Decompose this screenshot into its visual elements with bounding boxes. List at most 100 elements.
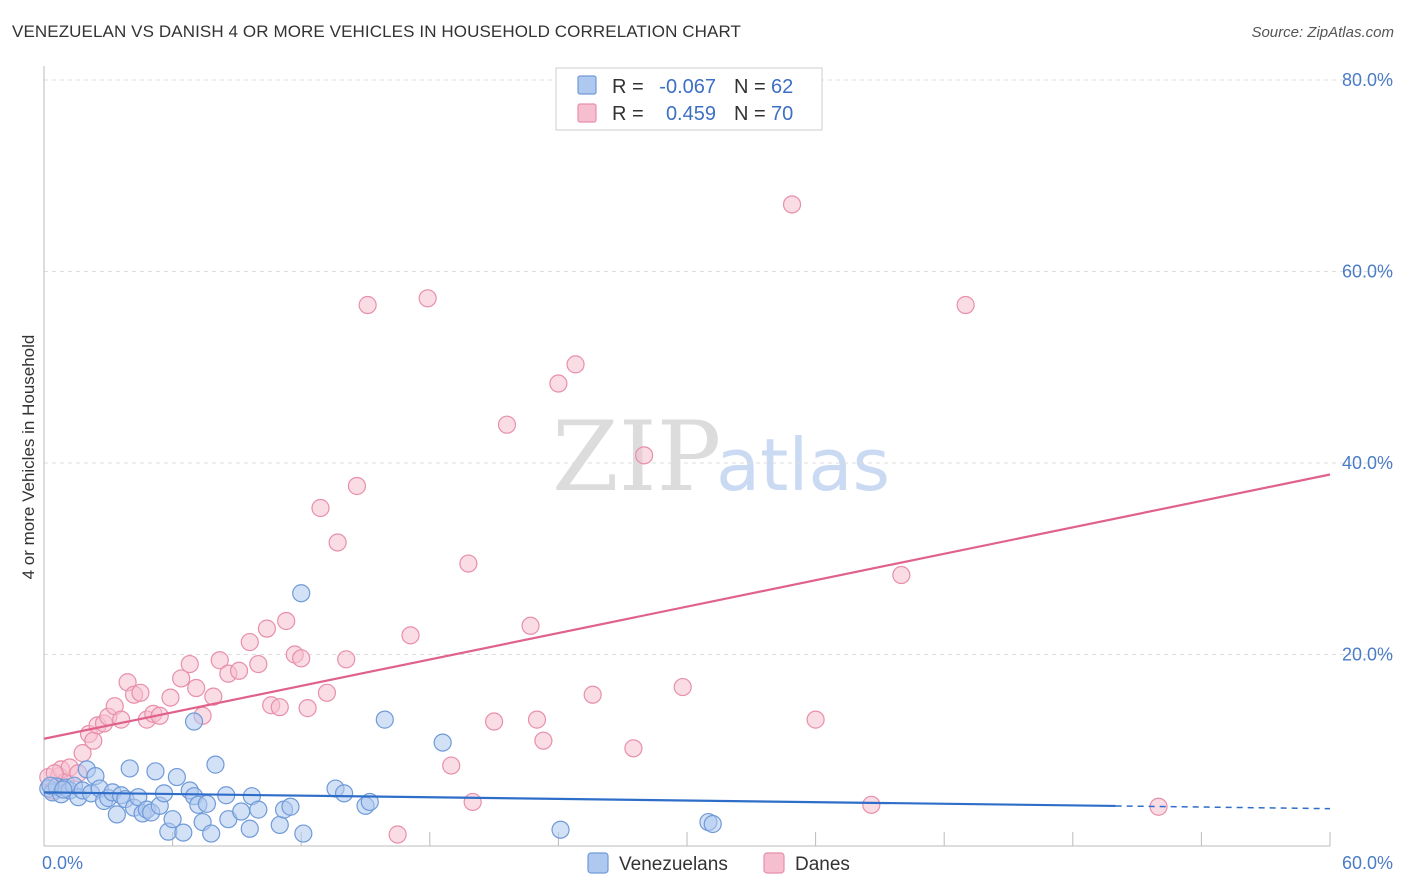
danish-point bbox=[292, 649, 311, 668]
y-tick-label: 60.0% bbox=[1342, 262, 1393, 282]
danish-point bbox=[161, 688, 180, 707]
gridlines bbox=[44, 79, 1392, 655]
x-tick-label: 0.0% bbox=[42, 853, 83, 873]
venezuelan-point bbox=[206, 755, 225, 774]
venezuelan-point bbox=[551, 820, 570, 839]
venezuelan-point bbox=[334, 784, 354, 803]
legend-n-value-venezuelans: 62 bbox=[771, 76, 793, 98]
danish-point bbox=[806, 710, 825, 729]
chart-title: VENEZUELAN VS DANISH 4 OR MORE VEHICLES … bbox=[12, 22, 742, 41]
danish-point bbox=[240, 632, 259, 652]
trend-line-venezuelans bbox=[43, 791, 1116, 808]
venezuelan-point bbox=[54, 780, 73, 799]
venezuelan-point bbox=[163, 810, 182, 829]
danish-point bbox=[956, 295, 975, 315]
legend-n-label-venezuelans: N = bbox=[734, 76, 766, 98]
watermark-atlas: atlas bbox=[716, 423, 890, 507]
y-axis-label: 4 or more Vehicles in Household bbox=[19, 335, 38, 580]
series-legend-label-venezuelans: Venezuelans bbox=[619, 854, 728, 875]
x-tick-label: 60.0% bbox=[1342, 853, 1393, 873]
danish-point bbox=[892, 565, 911, 585]
danish-point bbox=[347, 476, 367, 496]
venezuelan-point bbox=[281, 797, 300, 816]
danish-point bbox=[112, 710, 131, 729]
danes-points bbox=[39, 195, 1168, 844]
venezuelan-point bbox=[167, 767, 186, 787]
danish-point bbox=[401, 626, 420, 645]
series-legend-swatch-venezuelans bbox=[587, 852, 609, 874]
series-legend: Venezuelans Danes bbox=[587, 852, 850, 875]
danish-point bbox=[418, 289, 437, 308]
legend-r-label-venezuelans: R = bbox=[612, 76, 644, 98]
venezuelan-point bbox=[107, 805, 126, 824]
danish-point bbox=[549, 374, 568, 393]
legend-r-value-venezuelans: -0.067 bbox=[659, 76, 716, 98]
x-tick-labels: 0.0% 60.0% bbox=[42, 853, 1393, 873]
danish-point bbox=[229, 661, 249, 680]
venezuelan-point bbox=[360, 792, 379, 812]
danish-point bbox=[534, 731, 553, 750]
danish-point bbox=[298, 699, 317, 718]
correlation-legend: R = -0.067 N = 62 R = 0.459 N = 70 bbox=[555, 67, 823, 131]
danish-point bbox=[782, 195, 802, 214]
danish-point bbox=[673, 677, 692, 697]
danish-point bbox=[521, 616, 540, 635]
danish-point bbox=[358, 295, 377, 315]
legend-swatch-venezuelans bbox=[577, 75, 597, 95]
danish-point bbox=[210, 651, 229, 670]
danish-point bbox=[249, 654, 268, 674]
venezuelan-point bbox=[703, 814, 722, 834]
legend-n-label-danes: N = bbox=[734, 103, 766, 125]
danish-point bbox=[624, 739, 643, 758]
danish-point bbox=[131, 683, 150, 702]
danish-point bbox=[172, 669, 191, 688]
danish-point bbox=[317, 683, 337, 702]
venezuelan-point bbox=[174, 823, 193, 842]
danish-point bbox=[257, 619, 277, 638]
danish-point bbox=[442, 756, 461, 775]
venezuelan-point bbox=[240, 819, 259, 838]
series-legend-label-danes: Danes bbox=[795, 854, 850, 875]
danish-point bbox=[635, 446, 654, 465]
danish-point bbox=[84, 731, 103, 750]
trend-lines bbox=[43, 473, 1331, 810]
venezuelan-point bbox=[249, 800, 268, 819]
danish-point bbox=[337, 650, 356, 669]
venezuelan-point bbox=[294, 824, 313, 843]
venezuelan-point bbox=[146, 762, 165, 781]
series-legend-swatch-danes bbox=[763, 852, 785, 874]
venezuelan-point bbox=[375, 710, 394, 729]
danish-point bbox=[485, 712, 504, 731]
danish-point bbox=[328, 533, 347, 552]
danish-point bbox=[463, 792, 482, 812]
venezuelan-point bbox=[184, 712, 204, 731]
venezuelan-point bbox=[120, 759, 139, 778]
danish-point bbox=[204, 687, 223, 706]
danish-point bbox=[583, 685, 602, 704]
venezuelan-point bbox=[292, 584, 311, 603]
venezuelan-point bbox=[270, 815, 289, 835]
danish-point bbox=[497, 415, 517, 434]
legend-r-label-danes: R = bbox=[612, 103, 644, 125]
legend-r-value-danes: 0.459 bbox=[666, 103, 716, 125]
x-minor-ticks bbox=[43, 832, 1331, 846]
danish-point bbox=[527, 710, 547, 729]
danish-point bbox=[270, 698, 289, 717]
venezuelan-point bbox=[232, 802, 251, 821]
legend-n-value-danes: 70 bbox=[771, 103, 793, 125]
y-tick-labels: 20.0% 40.0% 60.0% 80.0% bbox=[1342, 70, 1393, 665]
danish-point bbox=[566, 355, 585, 374]
danish-point bbox=[388, 825, 407, 844]
danish-point bbox=[277, 611, 296, 631]
legend-box bbox=[555, 67, 823, 131]
venezuelan-point bbox=[197, 794, 216, 813]
trend-line-venezuelans-extension bbox=[1115, 805, 1331, 810]
trend-line-danes bbox=[43, 473, 1331, 740]
y-tick-label: 20.0% bbox=[1342, 645, 1393, 665]
danish-point bbox=[311, 498, 330, 518]
chart-source: Source: ZipAtlas.com bbox=[1251, 24, 1394, 41]
venezuelan-point bbox=[433, 733, 452, 752]
danish-point bbox=[459, 554, 478, 573]
danish-point bbox=[862, 795, 881, 814]
